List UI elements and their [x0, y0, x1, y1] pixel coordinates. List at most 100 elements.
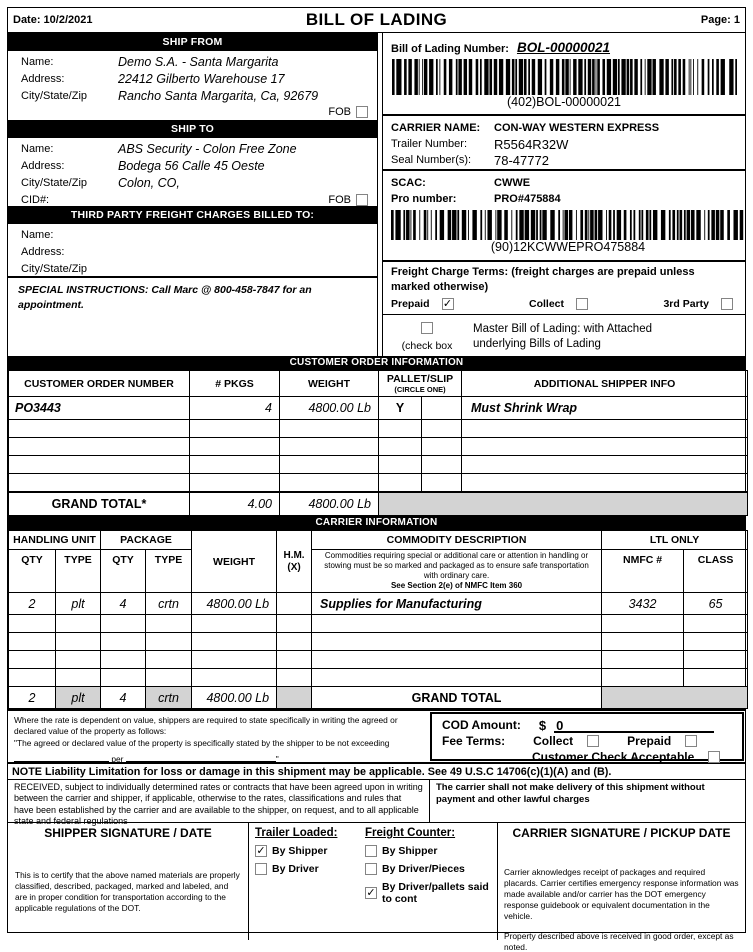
fee-collect-checkbox[interactable] [587, 735, 600, 747]
trailer-loaded-title: Trailer Loaded: [255, 827, 338, 839]
customer-grand-total-row: GRAND TOTAL* 4.00 4800.00 Lb [8, 491, 748, 517]
document-date: Date: 10/2/2021 [13, 14, 93, 26]
third-party-section: Name: Address: City/State/Zip [8, 224, 377, 276]
gt-ltl-shaded-cell [601, 686, 749, 709]
customer-check-checkbox[interactable] [708, 751, 721, 763]
counter-by-driver-pallets-checkbox[interactable]: ✓ [365, 887, 377, 899]
freight-counter-column: Freight Counter: By Shipper By Driver/Pi… [365, 827, 495, 940]
received-row: RECEIVED, subject to individually determ… [8, 779, 745, 826]
carrier-grand-total-row: 2 plt 4 crtn 4800.00 Lb GRAND TOTAL [8, 686, 749, 709]
gt-hu-type-cell: plt [54, 686, 102, 709]
col-header-weight: WEIGHT [279, 369, 379, 398]
third-party-option-label: 3rd Party [663, 298, 709, 310]
counter-by-shipper-checkbox[interactable] [365, 845, 377, 857]
seal-number-value: 78-47772 [494, 152, 549, 168]
pro-number-value: PRO#475884 [494, 193, 561, 206]
page-number: Page: 1 [700, 14, 740, 26]
empty-order-row [8, 473, 748, 493]
ship-from-fob-label: FOB [328, 106, 352, 118]
gt-hm-cell [276, 686, 313, 709]
ship-to-name-value: ABS Security - Colon Free Zone [118, 141, 297, 156]
trailer-number-value: R5564R32W [494, 136, 569, 152]
property-received-text: Property described above is received in … [504, 930, 734, 952]
signature-row: SHIPPER SIGNATURE / DATE This is to cert… [8, 822, 745, 952]
hu-qty-header: QTY [8, 549, 56, 593]
top-region: SHIP FROM Name: Demo S.A. - Santa Margari… [8, 32, 745, 356]
trailer-by-shipper-checkbox[interactable]: ✓ [255, 845, 267, 857]
ship-to-header: SHIP TO [8, 120, 378, 138]
trailer-loaded-column: Trailer Loaded: ✓ By Shipper By Driver [255, 827, 359, 940]
pro-barcode [391, 210, 745, 241]
valuation-cod-row: Where the rate is dependent on value, sh… [8, 709, 745, 765]
empty-order-row [8, 455, 748, 475]
scac-section: SCAC: CWWE Pro number: PRO#475884 (90)12KC… [383, 171, 745, 263]
special-instructions: SPECIAL INSTRUCTIONS: Call Marc @ 800-45… [8, 276, 378, 356]
per-label: per [111, 754, 124, 765]
empty-carrier-row [8, 668, 749, 687]
counter-by-driver-pieces-checkbox[interactable] [365, 863, 377, 875]
cod-amount-label: COD Amount: [442, 718, 521, 732]
cod-section: COD Amount: $ 0 Fee Terms: Collect Prepa… [430, 712, 744, 764]
header-row: Date: 10/2/2021 BILL OF LADING Page: 1 [8, 8, 745, 32]
shipper-certify-text: This is to certify that the above named … [15, 870, 240, 913]
master-bol-checkbox[interactable] [421, 322, 433, 334]
class-cell: 65 [683, 592, 749, 615]
prepaid-checkbox[interactable]: ✓ [441, 298, 454, 310]
pkg-type-header: TYPE [145, 549, 193, 593]
ship-from-name-label: Name: [21, 55, 54, 68]
bol-number-section: Bill of Lading Number: BOL-00000021 (402)… [383, 33, 745, 117]
order-number-cell: PO3443 [8, 396, 190, 420]
fee-prepaid-checkbox[interactable] [685, 735, 698, 747]
collect-checkbox[interactable] [576, 298, 588, 310]
pallet-cell: Y [378, 396, 422, 420]
ship-from-section: Name: Demo S.A. - Santa Margarita Address… [8, 51, 377, 120]
ship-to-csz-value: Colon, CO, [118, 175, 180, 190]
trailer-by-driver-label: By Driver [272, 863, 319, 875]
class-header: CLASS [683, 549, 749, 593]
valuation-note: Where the rate is dependent on value, sh… [8, 711, 430, 765]
gt-weight-cell: 4800.00 Lb [191, 686, 278, 709]
carrier-name-section: CARRIER NAME: CON-WAY WESTERN EXPRESS Tra… [383, 116, 745, 172]
hm-header: H.M. (X) [276, 530, 313, 593]
counter-by-driver-pallets-label: By Driver/pallets said to cont [382, 881, 489, 905]
empty-order-row [8, 418, 748, 438]
seal-number-label: Seal Number(s): [391, 154, 472, 167]
trailer-by-driver-checkbox[interactable] [255, 863, 267, 875]
fee-prepaid-label: Prepaid [627, 734, 672, 748]
left-column: SHIP FROM Name: Demo S.A. - Santa Margari… [8, 33, 379, 356]
commodity-care-note: Commodities requiring special or additio… [311, 549, 603, 593]
trailer-by-shipper-label: By Shipper [272, 845, 328, 857]
empty-carrier-row [8, 614, 749, 633]
valuation-line2: "The agreed or declared value of the pro… [14, 737, 390, 748]
document-body: Date: 10/2/2021 BILL OF LADING Page: 1 S… [7, 7, 749, 952]
handling-unit-header: HANDLING UNIT [7, 530, 102, 550]
counter-by-driver-pieces-label: By Driver/Pieces [382, 863, 465, 875]
pkg-type-cell: crtn [145, 592, 193, 615]
ship-to-cid-label: CID#: [21, 193, 50, 206]
bol-number-label: Bill of Lading Number: [391, 43, 509, 55]
trailer-number-label: Trailer Number: [391, 138, 467, 151]
per-blank-field [125, 754, 276, 763]
ship-to-fob-checkbox[interactable] [356, 193, 369, 206]
carrier-grand-total-label: GRAND TOTAL [311, 686, 603, 709]
ship-from-name-value: Demo S.A. - Santa Margarita [118, 54, 279, 69]
col-header-order-number: CUSTOMER ORDER NUMBER [8, 369, 190, 398]
ship-from-csz-value: Rancho Santa Margarita, Ca, 92679 [118, 88, 319, 103]
gt-pkg-qty-cell: 4 [100, 686, 147, 709]
page-title: BILL OF LADING [305, 10, 448, 29]
carrier-acknowledge-text: Carrier aknowledges receipt of packages … [504, 867, 739, 921]
empty-carrier-row [8, 632, 749, 651]
bol-barcode [391, 59, 739, 95]
freight-terms-title: Freight Charge Terms: (freight charges a… [391, 266, 695, 293]
third-party-checkbox[interactable] [721, 298, 733, 310]
pkg-qty-cell: 4 [100, 592, 147, 615]
grand-total-shaded-cell [378, 491, 748, 517]
bol-number-value: BOL-00000021 [516, 40, 611, 55]
counter-by-shipper-label: By Shipper [382, 845, 438, 857]
ship-from-fob-checkbox[interactable] [356, 106, 369, 118]
fee-collect-label: Collect [533, 734, 574, 748]
nmfc-cell: 3432 [601, 592, 685, 615]
weight-header: WEIGHT [191, 530, 278, 593]
grand-total-label: GRAND TOTAL* [8, 491, 190, 517]
carrier-information-table: HANDLING UNIT PACKAGE WEIGHT H.M. (X) COM… [7, 530, 749, 709]
